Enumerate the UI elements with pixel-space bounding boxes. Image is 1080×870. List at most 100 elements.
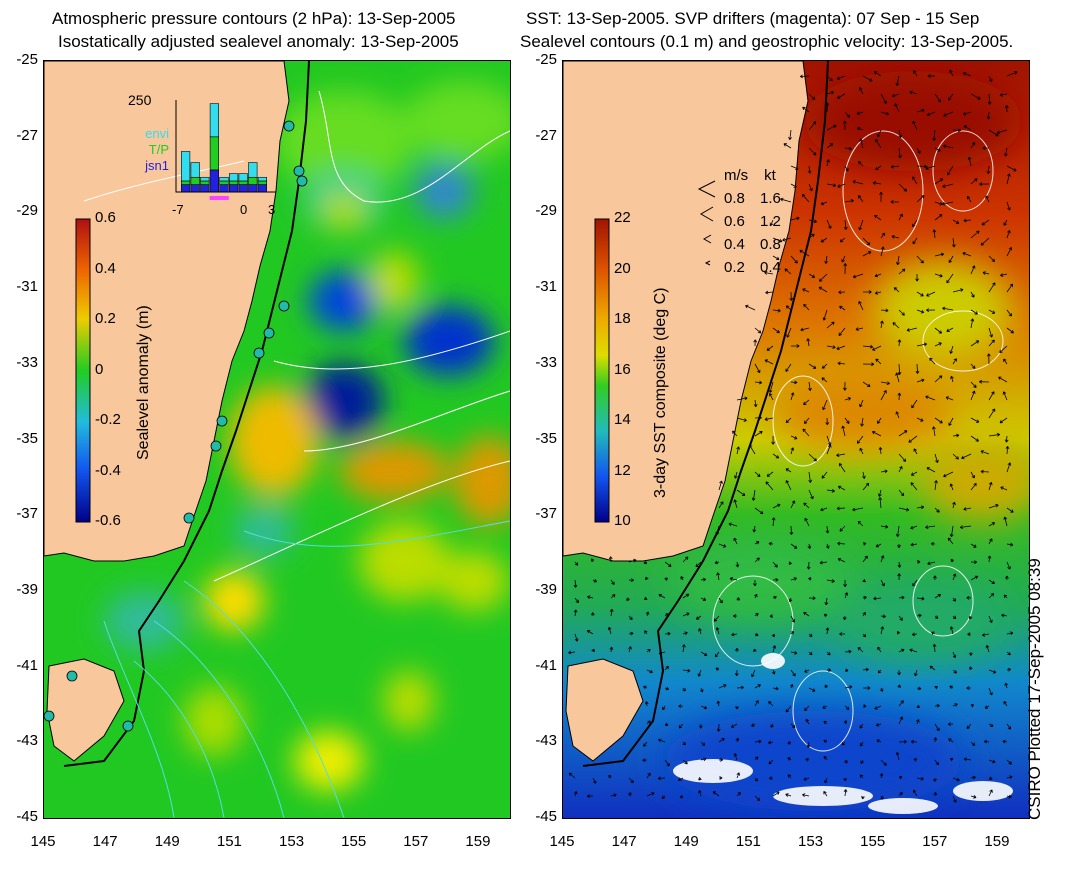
velocity-arrow (858, 87, 864, 95)
velocity-arrow (934, 252, 945, 257)
velocity-arrow (934, 327, 943, 334)
velocity-arrow (952, 651, 957, 659)
velocity-arrow (733, 499, 738, 509)
longitude-tick: 159 (984, 833, 1010, 850)
velocity-arrow (916, 108, 925, 113)
velocity-legend-arrows (697, 180, 716, 266)
velocity-arrow (754, 684, 761, 689)
velocity-arrow (790, 183, 797, 188)
velocity-arrow (898, 489, 905, 497)
velocity-arrow (880, 381, 890, 386)
velocity-arrow (898, 775, 903, 780)
velocity-arrow (699, 687, 704, 693)
geostrophic-velocity-arrows (568, 69, 1018, 803)
velocity-arrow (806, 338, 811, 347)
velocity-arrow (988, 339, 995, 347)
velocity-arrow (628, 631, 634, 636)
velocity-arrow (984, 705, 990, 709)
velocity-arrow (898, 453, 907, 462)
velocity-arrow (913, 70, 918, 77)
velocity-arrow (609, 646, 614, 653)
histogram-bar-T/P (209, 136, 219, 171)
velocity-arrow (745, 304, 756, 311)
velocity-arrow (772, 237, 783, 243)
velocity-arrow (898, 430, 908, 437)
velocity-unit-ms: m/s (724, 167, 749, 184)
velocity-arrow (862, 362, 875, 367)
velocity-arrow (874, 214, 882, 221)
velocity-arrow (970, 230, 980, 239)
velocity-arrow (966, 595, 972, 600)
velocity-arrow (769, 776, 774, 780)
velocity-arrow (771, 435, 775, 445)
velocity-arrow (788, 597, 793, 603)
velocity-arrow (952, 433, 960, 438)
velocity-arrow (952, 358, 957, 365)
velocity-arrow (700, 705, 708, 710)
velocity-arrow (878, 489, 882, 497)
velocity-arrow (609, 608, 614, 617)
velocity-arrow (826, 90, 834, 95)
velocity-arrow (949, 483, 954, 491)
velocity-arrow (891, 93, 900, 98)
velocity-arrow (970, 93, 981, 100)
velocity-arrow (769, 219, 774, 226)
velocity-arrow (876, 129, 882, 138)
velocity-arrow (586, 629, 594, 635)
velocity-arrow (682, 593, 690, 599)
velocity-arrow (879, 687, 884, 692)
velocity-arrow (890, 200, 900, 204)
colorbar-tick: 0.6 (95, 209, 116, 226)
velocity-arrow (862, 667, 869, 672)
velocity-arrow (952, 615, 957, 620)
velocity-arrow (682, 644, 686, 653)
velocity-arrow (736, 417, 747, 422)
velocity-arrow (733, 537, 738, 545)
velocity-arrow (942, 201, 954, 206)
velocity-arrow (859, 399, 864, 408)
velocity-arrow (963, 218, 972, 223)
velocity-arrow (805, 718, 810, 725)
sealevel-colorbar-label: Sealevel anomaly (m) (135, 305, 152, 460)
velocity-arrow (789, 291, 794, 301)
velocity-arrow (643, 596, 648, 600)
velocity-arrow (999, 93, 1008, 97)
velocity-arrow (768, 541, 774, 546)
histogram-bar-envi (219, 176, 229, 182)
velocity-arrow (1003, 701, 1008, 707)
velocity-arrow (980, 237, 990, 246)
velocity-arrow (826, 75, 833, 82)
longitude-tick: 157 (922, 833, 948, 850)
velocity-arrow (646, 792, 655, 797)
velocity-arrow (754, 795, 761, 801)
velocity-arrow (925, 395, 936, 401)
velocity-arrow (574, 597, 579, 604)
velocity-arrow (916, 596, 925, 601)
velocity-arrow (897, 561, 902, 568)
velocity-arrow (768, 759, 774, 765)
velocity-arrow (823, 739, 828, 744)
velocity-arrow (843, 219, 848, 230)
velocity-arrow (799, 74, 810, 79)
velocity-arrow (862, 686, 871, 690)
latitude-tick: -25 (16, 51, 38, 68)
velocity-arrow (736, 685, 744, 690)
histogram-bar-jsn1 (257, 184, 268, 193)
velocity-arrow (735, 705, 739, 710)
histogram-bar-jsn1 (200, 184, 210, 193)
velocity-arrow (664, 613, 669, 617)
velocity-arrow (837, 183, 846, 188)
velocity-arrow (643, 560, 648, 565)
velocity-arrow (736, 489, 746, 496)
shelf-contour (63, 61, 310, 767)
velocity-arrow (573, 579, 578, 588)
velocity-arrow (664, 722, 669, 727)
latitude-tick: -33 (16, 353, 38, 371)
velocity-arrow (970, 543, 977, 548)
histogram-bar-T/P (257, 180, 268, 185)
velocity-arrow (952, 219, 960, 224)
velocity-arrow (970, 340, 980, 347)
velocity-arrow (678, 777, 684, 782)
velocity-arrow (769, 614, 774, 618)
velocity-arrow (682, 741, 686, 746)
